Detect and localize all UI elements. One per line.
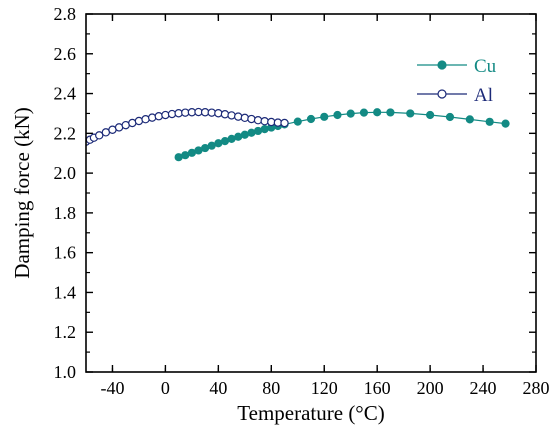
legend-entry-al: Al [417, 85, 493, 106]
data-point-cu [406, 109, 415, 118]
data-point-cu [174, 153, 183, 162]
data-point-al [220, 110, 230, 119]
legend: Cu Al [417, 56, 497, 106]
y-tick-label: 2.4 [54, 84, 77, 104]
x-tick-label: 40 [209, 378, 227, 398]
y-tick-label: 1.6 [54, 243, 77, 263]
data-point-cu [247, 128, 256, 137]
data-point-cu [227, 134, 236, 144]
y-axis-title: Damping force (kN) [10, 107, 34, 278]
data-point-al [141, 115, 150, 124]
data-point-al [214, 109, 223, 118]
x-tick-label: 80 [262, 378, 280, 398]
data-point-al [161, 110, 170, 120]
y-tick-label: 1.4 [54, 282, 77, 302]
data-point-cu [234, 132, 243, 141]
legend-label-cu: Cu [474, 56, 497, 77]
tick-labels: -40 0 40 80 120 160 200 240 280 1.0 1.2 1.4 1.6 1.8 2.… [54, 4, 550, 398]
x-tick-label: 280 [523, 378, 550, 398]
data-point-cu [240, 130, 249, 139]
data-point-al [154, 112, 163, 121]
x-axis-title: Temperature (°C) [237, 401, 384, 425]
legend-marker-cu [437, 60, 447, 70]
data-point-cu [346, 109, 355, 118]
x-tick-label: -40 [100, 378, 124, 398]
data-point-cu [426, 110, 435, 120]
data-point-cu [465, 115, 474, 124]
chart-series [86, 107, 510, 162]
data-point-cu [220, 136, 230, 146]
legend-entry-cu: Cu [417, 56, 497, 77]
plot-frame [85, 13, 537, 373]
data-point-cu [373, 108, 382, 117]
data-point-al [234, 112, 243, 121]
y-tick-label: 2.0 [54, 163, 77, 183]
data-point-cu [386, 108, 395, 117]
legend-marker-al [437, 89, 447, 99]
data-point-cu [214, 139, 223, 148]
y-tick-label: 2.2 [54, 123, 77, 143]
y-tick-label: 2.6 [54, 44, 77, 64]
x-tick-label: 0 [161, 378, 170, 398]
data-point-al [240, 113, 250, 123]
y-tick-label: 1.2 [54, 322, 77, 342]
data-point-cu [260, 125, 269, 134]
y-tick-label: 2.8 [54, 4, 77, 24]
data-point-cu [293, 117, 302, 126]
x-tick-label: 120 [311, 378, 338, 398]
x-tick-label: 160 [364, 378, 391, 398]
data-point-cu [320, 112, 329, 121]
data-point-cu [333, 110, 342, 120]
x-tick-label: 240 [470, 378, 497, 398]
data-point-al [253, 116, 263, 125]
data-point-cu [359, 108, 369, 117]
data-point-cu [445, 112, 455, 122]
data-point-cu [485, 117, 494, 126]
data-point-al [247, 114, 256, 124]
data-point-al [227, 111, 236, 120]
legend-label-al: Al [474, 85, 493, 106]
series-line-cu [178, 111, 506, 158]
data-point-al [147, 113, 157, 122]
axis-ticks [86, 13, 537, 373]
x-tick-label: 200 [417, 378, 444, 398]
data-point-cu [253, 126, 263, 136]
data-point-al [95, 131, 104, 140]
data-point-cu [306, 114, 316, 124]
y-tick-label: 1.8 [54, 203, 77, 223]
data-point-cu [501, 119, 510, 128]
data-point-al [280, 118, 289, 128]
y-tick-label: 1.0 [54, 362, 77, 382]
